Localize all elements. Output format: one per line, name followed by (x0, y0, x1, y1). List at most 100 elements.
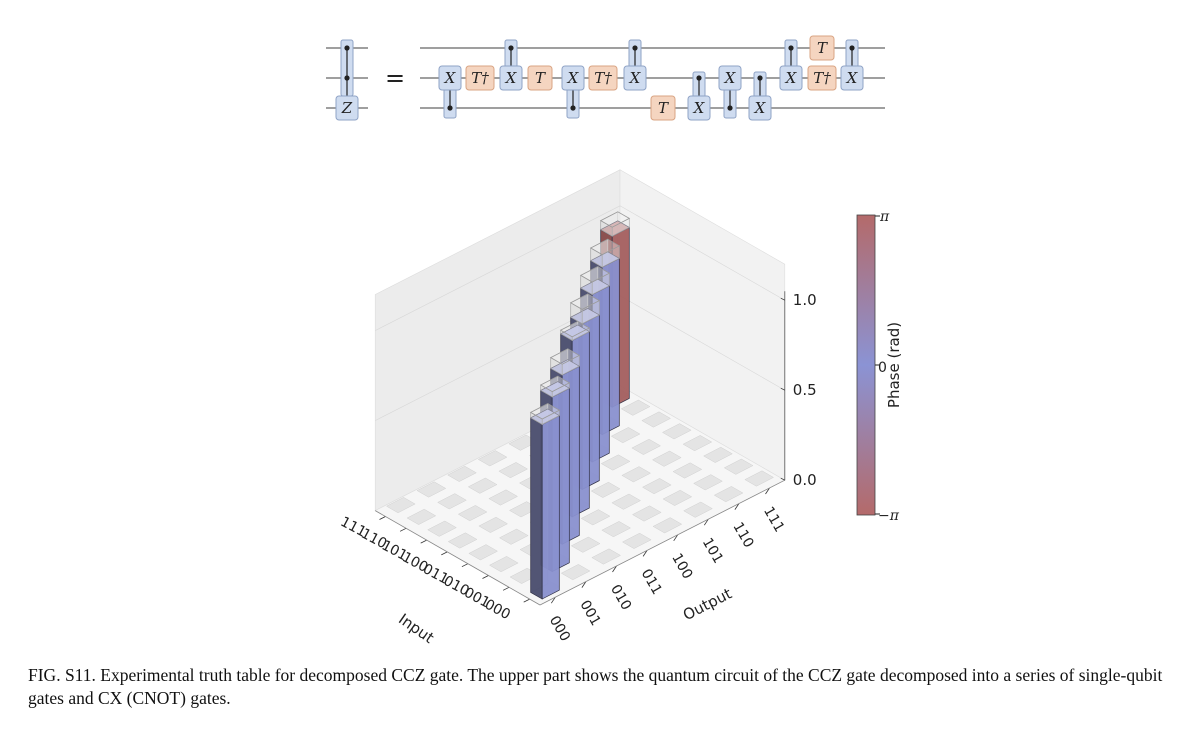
bar-000-000 (529, 403, 561, 600)
output-tick-mark (703, 518, 709, 526)
svg-text:T†: T† (471, 69, 489, 87)
svg-text:T†: T† (813, 69, 831, 87)
truth-table-3d-bar-chart: 0000010100111001011101110000010100111001… (338, 169, 903, 647)
z-tick-mark (780, 477, 785, 481)
floor-tile (662, 489, 693, 506)
output-tick-label: 011 (638, 566, 665, 597)
input-tick-mark (379, 516, 386, 520)
floor-tile (488, 489, 519, 506)
floor-tile (416, 481, 447, 498)
ideal-outline-top (559, 320, 591, 338)
colorbar: π 0 −π Phase (rad) (856, 209, 903, 524)
floor-tile (683, 501, 713, 518)
output-tick-label: 010 (607, 582, 634, 613)
svg-text:X: X (629, 69, 642, 87)
svg-text:X: X (724, 69, 737, 87)
input-axis-label: Input (395, 610, 437, 647)
floor-tile (467, 477, 498, 494)
floor-tile (621, 532, 652, 549)
input-tick-mark (502, 586, 510, 591)
floor-tile (744, 470, 775, 487)
output-tick-label: 100 (668, 551, 695, 582)
decomposed-circuit: X T† X T X T† X T X (420, 35, 885, 121)
output-tick-mark (673, 534, 679, 542)
output-tick-mark (765, 487, 770, 495)
floor-tile (437, 493, 467, 510)
floor-tile (641, 478, 672, 495)
z-tick-label: 1.0 (793, 291, 817, 309)
svg-text:T: T (658, 99, 669, 117)
floor-tile (651, 450, 682, 467)
output-tick-label: 000 (546, 613, 573, 644)
floor-tile (631, 505, 662, 522)
z-gate-label: Z (341, 99, 353, 117)
output-tick-mark (642, 550, 648, 557)
floor-tile (580, 509, 611, 526)
input-tick-mark (399, 527, 407, 532)
output-tick-mark (550, 596, 556, 604)
floor-tile (590, 481, 621, 498)
output-tick-mark (612, 565, 617, 573)
input-tick-mark (523, 598, 530, 603)
z-tick-mark (780, 387, 785, 391)
floor-tile (457, 505, 488, 522)
svg-text:X: X (505, 69, 518, 87)
floor-tile (406, 508, 437, 525)
floor-tile (600, 454, 631, 471)
colorbar-tick-neg-pi: −π (878, 508, 900, 524)
svg-text:T†: T† (594, 69, 612, 87)
output-tick-label: 101 (699, 535, 726, 566)
floor-tile (570, 536, 601, 553)
output-axis-line (539, 479, 785, 606)
svg-text:X: X (567, 69, 580, 87)
equals-sign: = (385, 64, 405, 92)
bar-left-face (530, 417, 543, 600)
floor-tile (447, 465, 477, 482)
floor-tile (601, 521, 632, 538)
output-tick-label: 111 (760, 504, 787, 535)
figure-caption: FIG. S11. Experimental truth table for d… (28, 665, 1163, 708)
floor-tile (498, 462, 529, 479)
output-tick-label: 110 (729, 520, 756, 551)
floor-tile (427, 520, 457, 537)
floor-tile (713, 486, 744, 503)
z-tick-mark (780, 297, 785, 301)
svg-text:T: T (535, 69, 546, 87)
input-tick-mark (420, 539, 427, 544)
svg-text:X: X (785, 69, 798, 87)
ideal-outline-top (549, 348, 581, 365)
input-tick-mark (482, 575, 489, 579)
colorbar-label: Phase (rad) (885, 322, 903, 408)
floor-tile (498, 528, 529, 545)
floor-tile (591, 548, 622, 565)
output-tick-mark (581, 581, 587, 588)
ideal-outline-top (539, 375, 571, 393)
ideal-outline-top (529, 403, 561, 420)
floor-tile (672, 462, 703, 479)
bars (529, 211, 631, 600)
floor-tile (385, 497, 416, 514)
floor-tile (611, 493, 642, 510)
floor-tile (641, 411, 672, 428)
floor-tile (652, 517, 683, 534)
floor-tile (661, 423, 692, 440)
colorbar-tick-zero: 0 (878, 360, 887, 376)
floor-tile (478, 516, 509, 533)
svg-text:T: T (817, 39, 828, 57)
floor-tile (488, 556, 519, 573)
ideal-outline-top (569, 293, 601, 310)
output-tick-label: 001 (576, 598, 603, 629)
input-tick-mark (461, 563, 469, 568)
floor-tile (631, 438, 662, 455)
input-axis-line (375, 510, 541, 606)
floor-tile (477, 450, 508, 467)
ideal-outline-top (599, 211, 631, 228)
output-tick-mark (734, 503, 740, 510)
floor-tile (682, 435, 713, 452)
colorbar-tick-pi: π (879, 209, 890, 225)
floor-tile (703, 446, 733, 463)
input-tick-mark (441, 551, 448, 556)
floor-tile (620, 399, 651, 416)
floor-tile (610, 427, 641, 444)
